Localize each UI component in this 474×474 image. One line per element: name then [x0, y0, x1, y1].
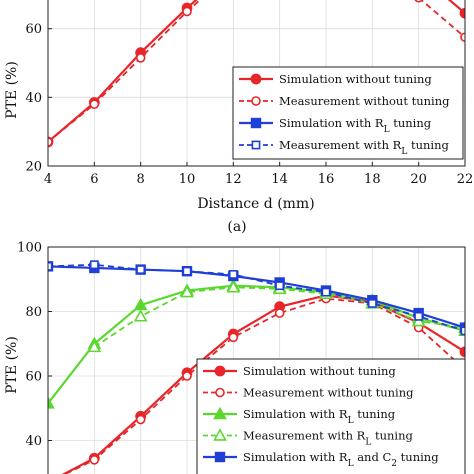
legend-item: Measurement without tuning: [239, 94, 450, 108]
series-measurement-with-r-l-and-c-2-tuning: [48, 260, 465, 336]
x-tick-label: 16: [318, 172, 335, 187]
data-point: [48, 137, 53, 147]
chart-a-legend: Simulation without tuning Measurement wit…: [232, 66, 464, 160]
series-line: [63, 297, 465, 474]
legend-item: Simulation without tuning: [203, 364, 396, 378]
chart-b-series: [48, 260, 465, 474]
legend-swatch-marker: [250, 73, 262, 85]
legend-box: [232, 66, 464, 160]
series-measurement-without-tuning: [48, 0, 465, 147]
chart-b: 40 60 80 100 PTE (%) Simulation without tun…: [4, 241, 466, 474]
y-tick-label: 20: [25, 160, 42, 175]
data-point: [321, 287, 331, 297]
chart-a-x-axis-label: Distance d (mm): [197, 196, 314, 212]
chart-a-x-ticks: 4 6 8 10 12 14 16 18 20 22: [44, 162, 473, 187]
legend-swatch-marker: [250, 117, 262, 129]
y-tick-label: 80: [25, 305, 42, 320]
data-point: [87, 339, 102, 353]
chart-b-y-ticks: 40 60 80 100: [17, 241, 52, 449]
data-point: [133, 309, 148, 322]
data-point: [89, 455, 100, 465]
data-point: [182, 6, 192, 17]
legend-label: Simulation without tuning: [243, 364, 396, 378]
series-line: [48, 263, 465, 332]
legend-swatch-marker: [214, 365, 226, 377]
y-tick-label: 60: [25, 22, 42, 37]
x-tick-label: 14: [271, 172, 288, 187]
data-point: [136, 265, 146, 274]
legend-swatch-marker: [251, 96, 261, 106]
legend-swatch-marker: [215, 387, 225, 398]
y-tick-label: 60: [25, 370, 42, 385]
chart-a-plot-frame: [47, 0, 466, 167]
x-tick-label: 20: [410, 172, 427, 187]
legend-swatch-marker: [214, 451, 226, 463]
data-point: [89, 99, 100, 109]
data-point: [180, 285, 194, 298]
data-point: [414, 0, 423, 3]
data-point: [89, 260, 99, 270]
data-point: [48, 396, 55, 409]
chart-a-y-ticks: 20 40 60: [25, 22, 52, 175]
x-tick-label: 22: [457, 172, 474, 187]
chart-a-y-axis-label: PTE (%): [4, 61, 20, 119]
data-point: [275, 281, 285, 291]
data-point: [228, 270, 238, 279]
data-point: [182, 371, 192, 381]
data-point: [135, 53, 146, 63]
legend-label: Simulation without tuning: [279, 72, 432, 86]
legend-swatch-marker: [213, 428, 227, 441]
chart-a: 4 6 8 10 12 14 16 18 20 22 20 40 60 Distance d (mm)…: [4, 0, 473, 212]
data-point: [414, 311, 424, 321]
legend-item: Measurement without tuning: [203, 386, 414, 400]
data-point: [274, 308, 285, 318]
x-tick-label: 8: [137, 172, 145, 187]
x-tick-label: 12: [225, 172, 242, 187]
chart-b-legend: Simulation without tuning Measurement wit…: [196, 358, 466, 474]
x-tick-label: 10: [179, 172, 196, 187]
y-tick-label: 40: [25, 434, 42, 449]
data-point: [182, 266, 192, 276]
x-tick-label: 6: [90, 172, 98, 187]
chart-a-series: [48, 0, 465, 148]
chart-b-y-axis-label: PTE (%): [4, 336, 20, 394]
legend-item: Measurement with RL and C2 tuning: [243, 472, 457, 474]
legend-swatch-marker: [251, 140, 261, 150]
y-tick-label: 40: [25, 91, 42, 106]
data-point: [367, 299, 377, 308]
data-point: [135, 414, 146, 425]
data-point: [226, 280, 241, 293]
data-point: [228, 332, 239, 343]
data-point: [460, 32, 465, 43]
legend-swatch-marker: [213, 406, 227, 420]
legend-label: Measurement without tuning: [243, 386, 414, 400]
x-tick-label: 4: [44, 172, 52, 187]
x-tick-label: 18: [364, 172, 381, 187]
series-line: [48, 265, 465, 329]
y-tick-label: 100: [17, 241, 42, 256]
legend-item: Simulation without tuning: [239, 72, 432, 86]
legend-label: Measurement without tuning: [279, 94, 450, 108]
series-line: [61, 294, 465, 474]
caption-a: (a): [227, 219, 246, 235]
legend-box: [196, 358, 466, 474]
legend-label: Measurement with RL and C2 tuning: [243, 472, 457, 474]
